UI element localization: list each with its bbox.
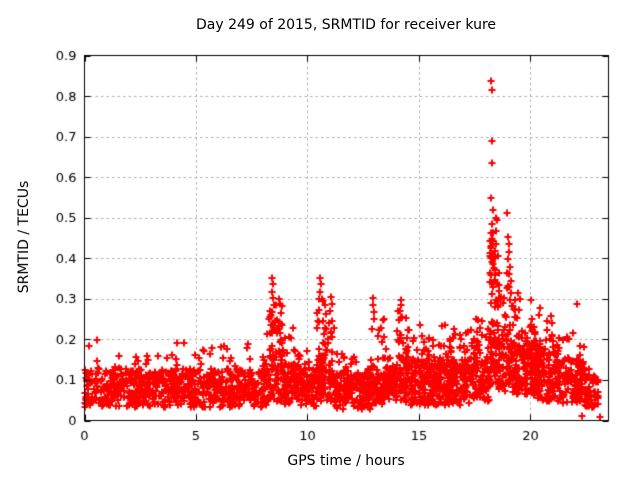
x-axis-label: GPS time / hours <box>287 453 405 469</box>
y-axis-label: SRMTID / TECUs <box>16 180 32 294</box>
chart-title: Day 249 of 2015, SRMTID for receiver kur… <box>195 17 497 33</box>
